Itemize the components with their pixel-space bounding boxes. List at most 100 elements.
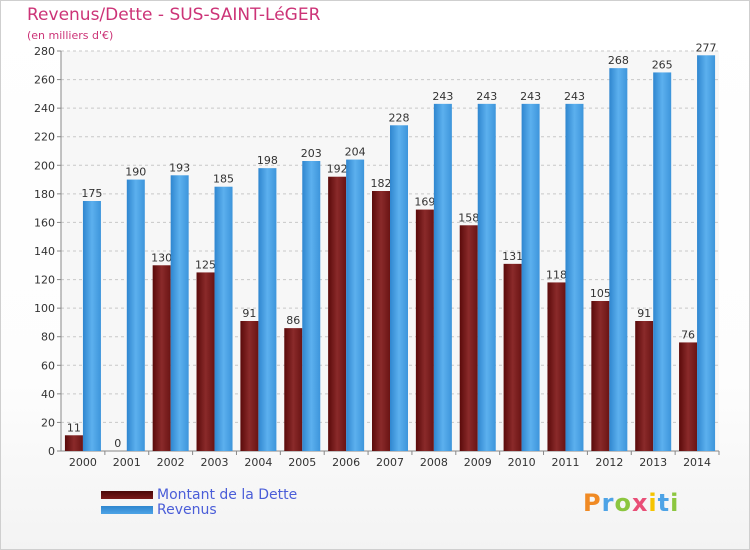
x-tick-label: 2005 [288, 456, 316, 469]
legend-item-revenus: Revenus [101, 501, 297, 518]
x-tick-label: 2008 [420, 456, 448, 469]
data-label-revenus: 228 [389, 111, 410, 124]
data-label-dette: 158 [458, 211, 479, 224]
bar-dette [152, 265, 171, 451]
x-tick-label: 2013 [639, 456, 667, 469]
bar-dette [284, 328, 303, 451]
bar-dette [459, 225, 478, 451]
y-tick-label: 80 [41, 331, 55, 344]
y-tick-label: 160 [34, 216, 55, 229]
bar-dette [415, 209, 434, 451]
bar-revenus [346, 159, 365, 452]
logo-letter: x [631, 489, 649, 517]
bar-revenus [521, 103, 540, 451]
data-label-revenus: 203 [301, 147, 322, 160]
data-label-dette: 182 [371, 177, 392, 190]
bar-revenus [653, 72, 672, 451]
bar-dette [64, 435, 83, 451]
bar-dette [196, 272, 215, 451]
data-label-revenus: 243 [564, 90, 585, 103]
x-tick-label: 2002 [157, 456, 185, 469]
bar-dette [328, 176, 347, 451]
data-label-revenus: 243 [432, 90, 453, 103]
x-tick-label: 2004 [244, 456, 272, 469]
y-tick-label: 0 [48, 445, 55, 458]
legend-swatch-dette [101, 490, 153, 499]
data-label-dette: 169 [414, 196, 435, 209]
data-label-dette: 130 [151, 251, 172, 264]
logo-letter: r [601, 489, 615, 517]
data-label-dette: 11 [67, 421, 81, 434]
legend-label-dette: Montant de la Dette [157, 486, 298, 503]
y-tick-label: 120 [34, 274, 55, 287]
x-tick-label: 2007 [376, 456, 404, 469]
data-label-dette: 91 [637, 307, 651, 320]
data-label-dette: 131 [502, 250, 523, 263]
bar-dette [635, 321, 654, 451]
x-tick-label: 2000 [69, 456, 97, 469]
y-tick-label: 200 [34, 159, 55, 172]
bar-revenus [126, 179, 145, 452]
bar-dette [372, 191, 390, 451]
y-tick-label: 260 [34, 74, 55, 87]
bar-revenus [565, 103, 584, 451]
data-label-revenus: 243 [520, 90, 541, 103]
legend-item-dette: Montant de la Dette [101, 486, 298, 503]
bar-dette [503, 263, 522, 451]
bar-revenus [390, 125, 408, 452]
chart-subtitle: (en milliers d'€) [27, 29, 114, 42]
data-label-dette: 86 [286, 314, 300, 327]
data-label-revenus: 265 [652, 58, 673, 71]
data-label-dette: 192 [327, 163, 348, 176]
data-label-revenus: 243 [476, 90, 497, 103]
data-label-dette: 76 [681, 328, 695, 341]
logo-letter: t [657, 489, 671, 517]
y-tick-label: 100 [34, 302, 55, 315]
data-label-dette: 105 [590, 287, 611, 300]
proxiti-logo: Proxiti [583, 489, 679, 517]
bar-revenus [609, 68, 628, 452]
data-label-revenus: 198 [257, 154, 278, 167]
x-tick-label: 2009 [464, 456, 492, 469]
y-tick-label: 240 [34, 102, 55, 115]
data-label-revenus: 190 [125, 166, 146, 179]
bar-revenus [477, 103, 496, 451]
x-tick-label: 2011 [551, 456, 579, 469]
y-tick-label: 60 [41, 359, 55, 372]
bar-revenus [82, 201, 101, 451]
x-tick-label: 2003 [201, 456, 229, 469]
y-tick-label: 40 [41, 388, 55, 401]
data-label-dette: 0 [114, 437, 121, 450]
x-tick-label: 2006 [332, 456, 360, 469]
data-label-revenus: 193 [169, 161, 190, 174]
data-label-revenus: 268 [608, 54, 629, 67]
bar-revenus [302, 161, 321, 451]
y-tick-label: 180 [34, 188, 55, 201]
data-label-dette: 118 [546, 268, 567, 281]
data-label-revenus: 204 [345, 146, 366, 159]
data-label-dette: 91 [242, 307, 256, 320]
x-tick-label: 2014 [683, 456, 711, 469]
bar-dette [591, 301, 610, 451]
legend-label-revenus: Revenus [157, 501, 217, 518]
y-tick-label: 140 [34, 245, 55, 258]
data-label-revenus: 175 [81, 187, 102, 200]
data-label-revenus: 185 [213, 173, 234, 186]
logo-letter: i [670, 489, 680, 517]
bar-revenus [697, 55, 716, 452]
legend: Montant de la Dette Revenus [101, 486, 298, 518]
bar-revenus [214, 186, 233, 451]
y-tick-label: 280 [34, 45, 55, 58]
logo-letter: P [583, 489, 602, 517]
chart-title: Revenus/Dette - SUS-SAINT-LéGER [27, 5, 321, 25]
bar-revenus [258, 168, 277, 451]
logo-letter: o [614, 489, 632, 517]
x-tick-label: 2010 [508, 456, 536, 469]
x-tick-label: 2012 [595, 456, 623, 469]
bar-revenus [170, 175, 189, 452]
legend-swatch-revenus [101, 505, 153, 514]
y-tick-label: 20 [41, 416, 55, 429]
bar-dette [679, 342, 698, 451]
